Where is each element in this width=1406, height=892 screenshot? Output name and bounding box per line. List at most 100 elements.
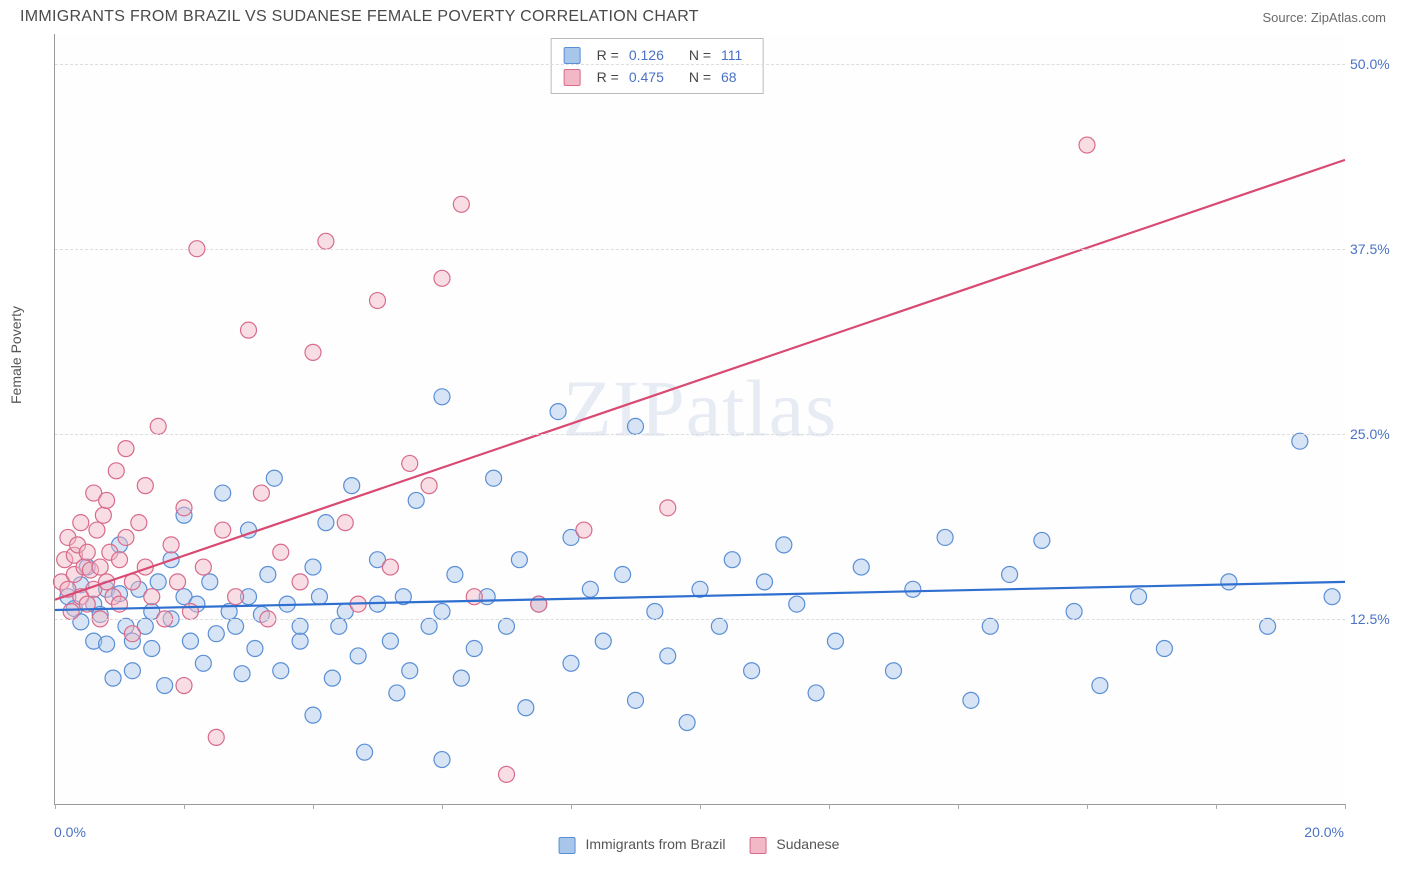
scatter-point	[1002, 566, 1018, 582]
scatter-point	[163, 537, 179, 553]
scatter-point	[95, 507, 111, 523]
scatter-point	[518, 700, 534, 716]
scatter-point	[511, 552, 527, 568]
legend-bottom-label-sudanese: Sudanese	[776, 836, 839, 852]
scatter-point	[144, 641, 160, 657]
gridline-h	[55, 249, 1345, 250]
legend-bottom-swatch-sudanese	[749, 837, 766, 854]
scatter-point	[886, 663, 902, 679]
scatter-point	[382, 633, 398, 649]
legend-item-brazil: Immigrants from Brazil	[559, 836, 726, 854]
scatter-point	[1034, 532, 1050, 548]
scatter-point	[292, 618, 308, 634]
scatter-point	[647, 604, 663, 620]
scatter-point	[241, 322, 257, 338]
scatter-point	[402, 455, 418, 471]
y-tick-label: 50.0%	[1350, 56, 1405, 72]
scatter-point	[195, 559, 211, 575]
scatter-point	[73, 515, 89, 531]
scatter-point	[576, 522, 592, 538]
scatter-point	[144, 589, 160, 605]
scatter-point	[350, 648, 366, 664]
legend-bottom-swatch-brazil	[559, 837, 576, 854]
scatter-point	[628, 692, 644, 708]
scatter-point	[402, 663, 418, 679]
scatter-point	[466, 589, 482, 605]
trend-line	[55, 160, 1345, 600]
scatter-point	[466, 641, 482, 657]
scatter-point	[318, 515, 334, 531]
scatter-point	[92, 559, 108, 575]
scatter-point	[228, 618, 244, 634]
scatter-point	[99, 636, 115, 652]
scatter-point	[434, 270, 450, 286]
scatter-point	[937, 529, 953, 545]
x-tick	[1216, 804, 1217, 809]
scatter-point	[808, 685, 824, 701]
scatter-point	[757, 574, 773, 590]
scatter-point	[331, 618, 347, 634]
scatter-point	[118, 529, 134, 545]
x-max-label: 20.0%	[1304, 824, 1344, 840]
scatter-point	[195, 655, 211, 671]
x-tick	[55, 804, 56, 809]
scatter-svg	[55, 34, 1345, 804]
scatter-point	[253, 485, 269, 501]
scatter-point	[615, 566, 631, 582]
scatter-point	[499, 766, 515, 782]
scatter-point	[234, 666, 250, 682]
scatter-point	[905, 581, 921, 597]
scatter-point	[563, 655, 579, 671]
scatter-point	[215, 485, 231, 501]
scatter-point	[982, 618, 998, 634]
scatter-point	[79, 544, 95, 560]
scatter-point	[453, 670, 469, 686]
x-tick	[313, 804, 314, 809]
y-tick-label: 37.5%	[1350, 241, 1405, 257]
scatter-point	[273, 544, 289, 560]
scatter-point	[1221, 574, 1237, 590]
scatter-point	[324, 670, 340, 686]
scatter-point	[744, 663, 760, 679]
scatter-point	[1260, 618, 1276, 634]
scatter-point	[137, 478, 153, 494]
y-tick-label: 12.5%	[1350, 611, 1405, 627]
scatter-point	[266, 470, 282, 486]
scatter-point	[124, 663, 140, 679]
x-tick	[442, 804, 443, 809]
scatter-point	[89, 522, 105, 538]
scatter-point	[63, 604, 79, 620]
scatter-point	[247, 641, 263, 657]
scatter-point	[1156, 641, 1172, 657]
y-axis-title: Female Poverty	[8, 306, 24, 404]
x-tick	[700, 804, 701, 809]
scatter-point	[499, 618, 515, 634]
scatter-point	[305, 559, 321, 575]
scatter-point	[292, 633, 308, 649]
scatter-point	[176, 500, 192, 516]
scatter-point	[150, 418, 166, 434]
chart-header: IMMIGRANTS FROM BRAZIL VS SUDANESE FEMAL…	[0, 0, 1406, 30]
scatter-point	[711, 618, 727, 634]
scatter-point	[357, 744, 373, 760]
scatter-point	[112, 552, 128, 568]
scatter-point	[963, 692, 979, 708]
scatter-point	[292, 574, 308, 590]
gridline-h	[55, 64, 1345, 65]
scatter-point	[389, 685, 405, 701]
scatter-point	[434, 389, 450, 405]
scatter-point	[434, 604, 450, 620]
chart-container: Female Poverty ZIPatlas R = 0.126 N = 11…	[20, 34, 1386, 854]
scatter-point	[1131, 589, 1147, 605]
x-tick	[1345, 804, 1346, 809]
scatter-point	[447, 566, 463, 582]
scatter-point	[408, 492, 424, 508]
legend-item-sudanese: Sudanese	[749, 836, 839, 854]
scatter-point	[1292, 433, 1308, 449]
scatter-point	[853, 559, 869, 575]
source-attribution: Source: ZipAtlas.com	[1262, 10, 1386, 25]
scatter-point	[305, 344, 321, 360]
gridline-h	[55, 434, 1345, 435]
scatter-point	[124, 626, 140, 642]
scatter-point	[337, 515, 353, 531]
